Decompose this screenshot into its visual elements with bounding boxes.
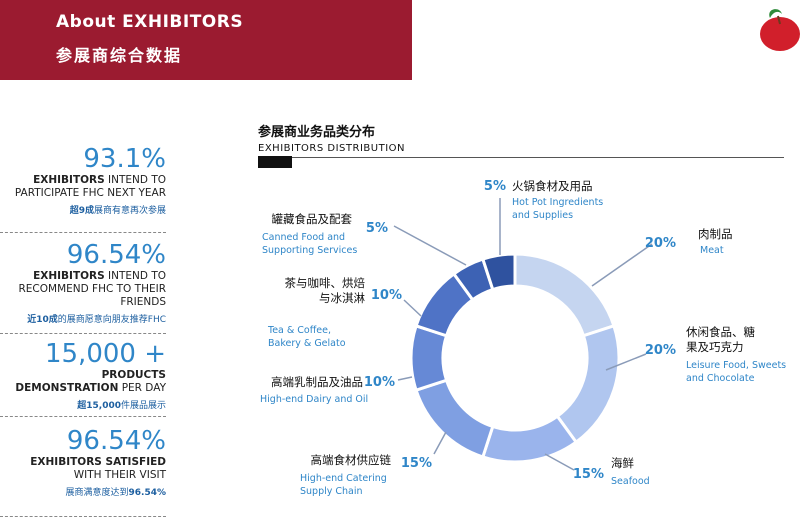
slice-label-cn: 罐藏食品及配套 bbox=[272, 212, 353, 226]
stat-caption-cn: 超9成展商有意再次参展 bbox=[69, 206, 166, 216]
slice-label-en: Meat bbox=[700, 245, 724, 256]
leader-line bbox=[605, 353, 647, 371]
donut-slice bbox=[480, 252, 517, 292]
slice-percent-label: 5% bbox=[366, 221, 388, 236]
slice-label-cn: 高端乳制品及油品 bbox=[271, 375, 363, 389]
donut-slice bbox=[513, 252, 616, 338]
slice-percent-label: 20% bbox=[645, 343, 676, 358]
stat-value: 93.1% bbox=[83, 144, 166, 174]
header-banner: About EXHIBITORS 参展商综合数据 bbox=[0, 0, 412, 80]
slice-label-cn: 茶与咖啡、烘焙与冰淇淋 bbox=[285, 276, 366, 305]
slice-label-cn: 海鲜 bbox=[611, 456, 634, 470]
leader-line bbox=[433, 431, 447, 455]
stat-value: 96.54% bbox=[66, 240, 166, 270]
chart-title: 参展商业务品类分布 bbox=[258, 125, 376, 140]
slice-label-cn: 火锅食材及用品 bbox=[512, 179, 593, 193]
stat-caption-cn: 超15,000件展品展示 bbox=[77, 401, 166, 411]
stat-value: 96.54% bbox=[66, 426, 166, 456]
stat-block: 93.1% EXHIBITORS INTEND TO PARTICIPATE F… bbox=[0, 144, 166, 216]
stat-block: 96.54% EXHIBITORS INTEND TO RECOMMEND FH… bbox=[0, 240, 166, 325]
leader-line bbox=[397, 376, 413, 381]
apple-logo-icon bbox=[760, 9, 800, 51]
slice-label-en: Hot Pot Ingredients and Supplies bbox=[512, 197, 603, 221]
slice-label-cn: 肉制品 bbox=[698, 227, 733, 241]
slice-percent-label: 15% bbox=[573, 467, 604, 482]
leader-line bbox=[393, 225, 467, 266]
slice-label-en: Tea & Coffee, Bakery & Gelato bbox=[267, 325, 346, 349]
donut-slice bbox=[414, 378, 495, 459]
stat-description: PRODUCTS DEMONSTRATION PER DAY bbox=[15, 369, 166, 394]
donut-slice bbox=[480, 414, 579, 464]
chart-subtitle: EXHIBITORS DISTRIBUTION bbox=[258, 143, 405, 154]
slice-percent-label: 10% bbox=[364, 375, 395, 390]
slice-percent-label: 5% bbox=[484, 179, 506, 194]
slice-label-en: High-end Catering Supply Chain bbox=[300, 473, 387, 497]
slice-label-en: Canned Food and Supporting Services bbox=[262, 232, 357, 256]
page-title-cn: 参展商综合数据 bbox=[56, 46, 183, 65]
leader-line bbox=[544, 453, 575, 471]
stat-description: EXHIBITORS SATISFIED WITH THEIR VISIT bbox=[30, 456, 166, 481]
stat-caption-cn: 近10成的展商愿意向朋友推荐FHC bbox=[27, 315, 166, 325]
slice-label-en: High-end Dairy and Oil bbox=[260, 394, 368, 405]
slice-label-cn: 高端食材供应链 bbox=[311, 453, 392, 467]
stat-description: EXHIBITORS INTEND TO PARTICIPATE FHC NEX… bbox=[14, 174, 166, 199]
divider bbox=[0, 333, 166, 334]
slice-percent-label: 20% bbox=[645, 236, 676, 251]
slice-label-cn: 休闲食品、糖果及巧克力 bbox=[686, 325, 755, 354]
divider bbox=[0, 232, 166, 233]
slice-label-en: Seafood bbox=[611, 476, 650, 487]
slice-label-en: Leisure Food, Sweets and Chocolate bbox=[686, 360, 786, 384]
stat-value: 15,000 + bbox=[44, 339, 166, 369]
stat-block: 96.54% EXHIBITORS SATISFIED WITH THEIR V… bbox=[0, 426, 166, 498]
stat-caption-cn: 展商满意度达到96.54% bbox=[65, 488, 166, 498]
stat-description: EXHIBITORS INTEND TO RECOMMEND FHC TO TH… bbox=[18, 270, 166, 308]
title-accent-bar bbox=[258, 156, 292, 168]
title-rule bbox=[258, 157, 784, 158]
divider bbox=[0, 516, 166, 517]
stat-block: 15,000 + PRODUCTS DEMONSTRATION PER DAY … bbox=[0, 339, 166, 411]
divider bbox=[0, 416, 166, 417]
donut-slice bbox=[555, 323, 621, 445]
page-title-en: About EXHIBITORS bbox=[56, 12, 244, 32]
leader-line bbox=[591, 243, 653, 287]
slice-percent-label: 15% bbox=[401, 456, 432, 471]
leader-line bbox=[403, 299, 422, 317]
slice-percent-label: 10% bbox=[371, 288, 402, 303]
